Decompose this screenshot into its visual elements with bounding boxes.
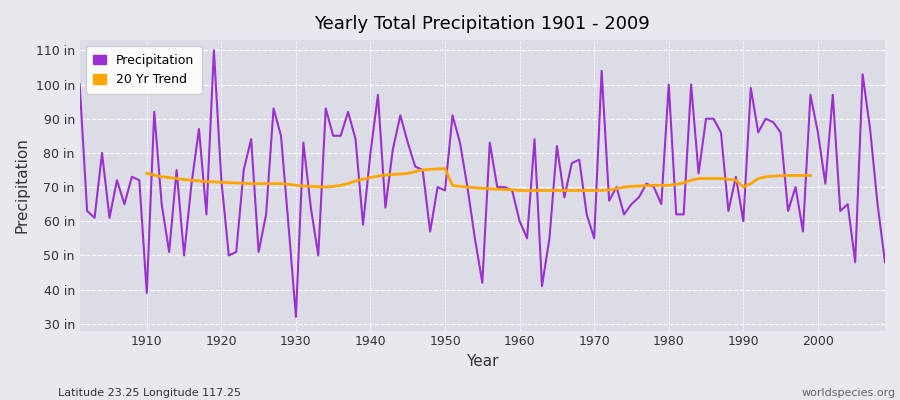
20 Yr Trend <box>343 181 354 186</box>
Precipitation <box>209 48 220 53</box>
20 Yr Trend <box>790 173 801 178</box>
Precipitation <box>879 260 890 265</box>
20 Yr Trend <box>439 166 450 171</box>
Precipitation <box>357 222 368 227</box>
Legend: Precipitation, 20 Yr Trend: Precipitation, 20 Yr Trend <box>86 46 202 94</box>
Title: Yearly Total Precipitation 1901 - 2009: Yearly Total Precipitation 1901 - 2009 <box>314 15 650 33</box>
Line: 20 Yr Trend: 20 Yr Trend <box>147 169 810 190</box>
20 Yr Trend <box>618 185 629 190</box>
Text: worldspecies.org: worldspecies.org <box>801 388 896 398</box>
20 Yr Trend <box>231 180 242 185</box>
20 Yr Trend <box>723 177 734 182</box>
Precipitation <box>134 178 145 183</box>
Precipitation <box>529 137 540 142</box>
Precipitation <box>522 236 533 241</box>
Precipitation <box>75 82 86 87</box>
20 Yr Trend <box>805 173 815 178</box>
20 Yr Trend <box>141 171 152 176</box>
Precipitation <box>291 314 302 319</box>
20 Yr Trend <box>708 176 719 181</box>
Y-axis label: Precipitation: Precipitation <box>15 138 30 233</box>
Line: Precipitation: Precipitation <box>80 50 885 317</box>
X-axis label: Year: Year <box>466 354 499 369</box>
Text: Latitude 23.25 Longitude 117.25: Latitude 23.25 Longitude 117.25 <box>58 388 241 398</box>
Precipitation <box>313 253 324 258</box>
Precipitation <box>618 212 629 217</box>
20 Yr Trend <box>514 188 525 193</box>
